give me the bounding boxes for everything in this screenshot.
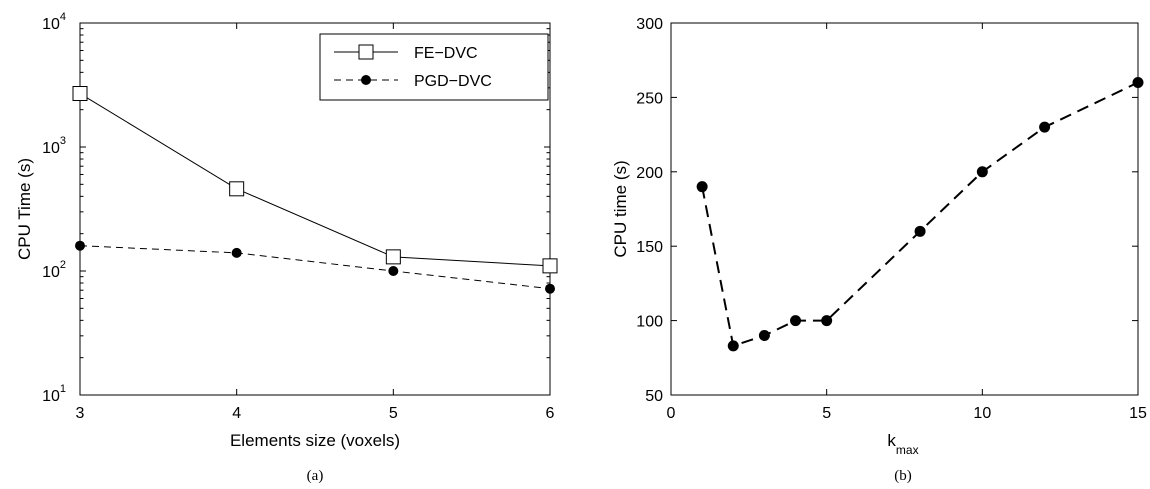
legend-pgd-label: PGD−DVC — [414, 73, 492, 90]
legend-pgd-marker — [361, 75, 371, 85]
y-tick-label-a: 101 — [42, 383, 66, 405]
x-tick-label-a: 5 — [389, 405, 398, 422]
legend-box — [320, 34, 548, 100]
x-tick-label-b: 10 — [973, 405, 991, 422]
x-tick-label-a: 3 — [76, 405, 85, 422]
y-tick-label-a: 103 — [42, 135, 66, 157]
fe-dvc-point — [543, 259, 557, 273]
y-axis-label-b: CPU time (s) — [611, 160, 630, 257]
x-axis-label-a: Elements size (voxels) — [230, 431, 400, 450]
y-tick-label-b: 200 — [636, 165, 663, 182]
cpu-time-point — [1133, 77, 1144, 88]
legend-a: FE−DVC PGD−DVC — [320, 34, 548, 100]
y-tick-label-a: 102 — [42, 259, 66, 281]
cpu-time-line — [702, 83, 1138, 346]
cpu-time-point — [1039, 122, 1050, 133]
series-lines-b — [702, 83, 1138, 346]
y-tick-label-b: 50 — [645, 388, 663, 405]
series-lines-a — [80, 94, 550, 289]
x-tick-label-b: 0 — [667, 405, 676, 422]
legend-fe-label: FE−DVC — [414, 45, 478, 62]
x-tick-label-b: 15 — [1129, 405, 1147, 422]
y-tick-label-b: 300 — [636, 16, 663, 33]
panel-label-a: (a) — [307, 468, 324, 484]
series-markers-a — [73, 87, 557, 294]
cpu-time-point — [821, 315, 832, 326]
x-axis-label-b: kmax — [887, 431, 918, 457]
panel-b: 0 5 10 15 50 100 150 200 250 300 kmax CPU time (s… — [611, 16, 1147, 484]
y-axis-label-a: CPU Time (s) — [15, 158, 34, 260]
fe-dvc-point — [230, 182, 244, 196]
x-tick-label-b: 5 — [822, 405, 831, 422]
cpu-time-point — [915, 226, 926, 237]
pgd-dvc-point — [75, 241, 85, 251]
x-tick-label-a: 4 — [232, 405, 241, 422]
tick-labels-b: 0 5 10 15 50 100 150 200 250 300 — [636, 16, 1147, 422]
cpu-time-point — [759, 330, 770, 341]
pgd-dvc-point — [388, 266, 398, 276]
cpu-time-point — [697, 181, 708, 192]
legend-fe-marker — [359, 45, 373, 59]
plot-area-b — [671, 23, 1138, 395]
y-tick-label-a: 104 — [42, 11, 66, 33]
cpu-time-point — [790, 315, 801, 326]
pgd-dvc-line — [80, 246, 550, 289]
panel-a: 3 4 5 6 101 102 103 104 FE−DVC PGD−DVC Elements… — [15, 11, 557, 484]
y-tick-label-b: 150 — [636, 239, 663, 256]
fe-dvc-point — [386, 250, 400, 264]
panel-label-b: (b) — [894, 468, 912, 484]
pgd-dvc-point — [545, 284, 555, 294]
y-tick-label-b: 250 — [636, 90, 663, 107]
fe-dvc-point — [73, 87, 87, 101]
series-markers-b — [697, 77, 1144, 351]
tick-marks-b — [671, 23, 1138, 395]
x-tick-label-a: 6 — [546, 405, 555, 422]
cpu-time-point — [728, 340, 739, 351]
pgd-dvc-point — [232, 248, 242, 258]
y-tick-label-b: 100 — [636, 314, 663, 331]
cpu-time-point — [977, 166, 988, 177]
fe-dvc-line — [80, 94, 550, 266]
